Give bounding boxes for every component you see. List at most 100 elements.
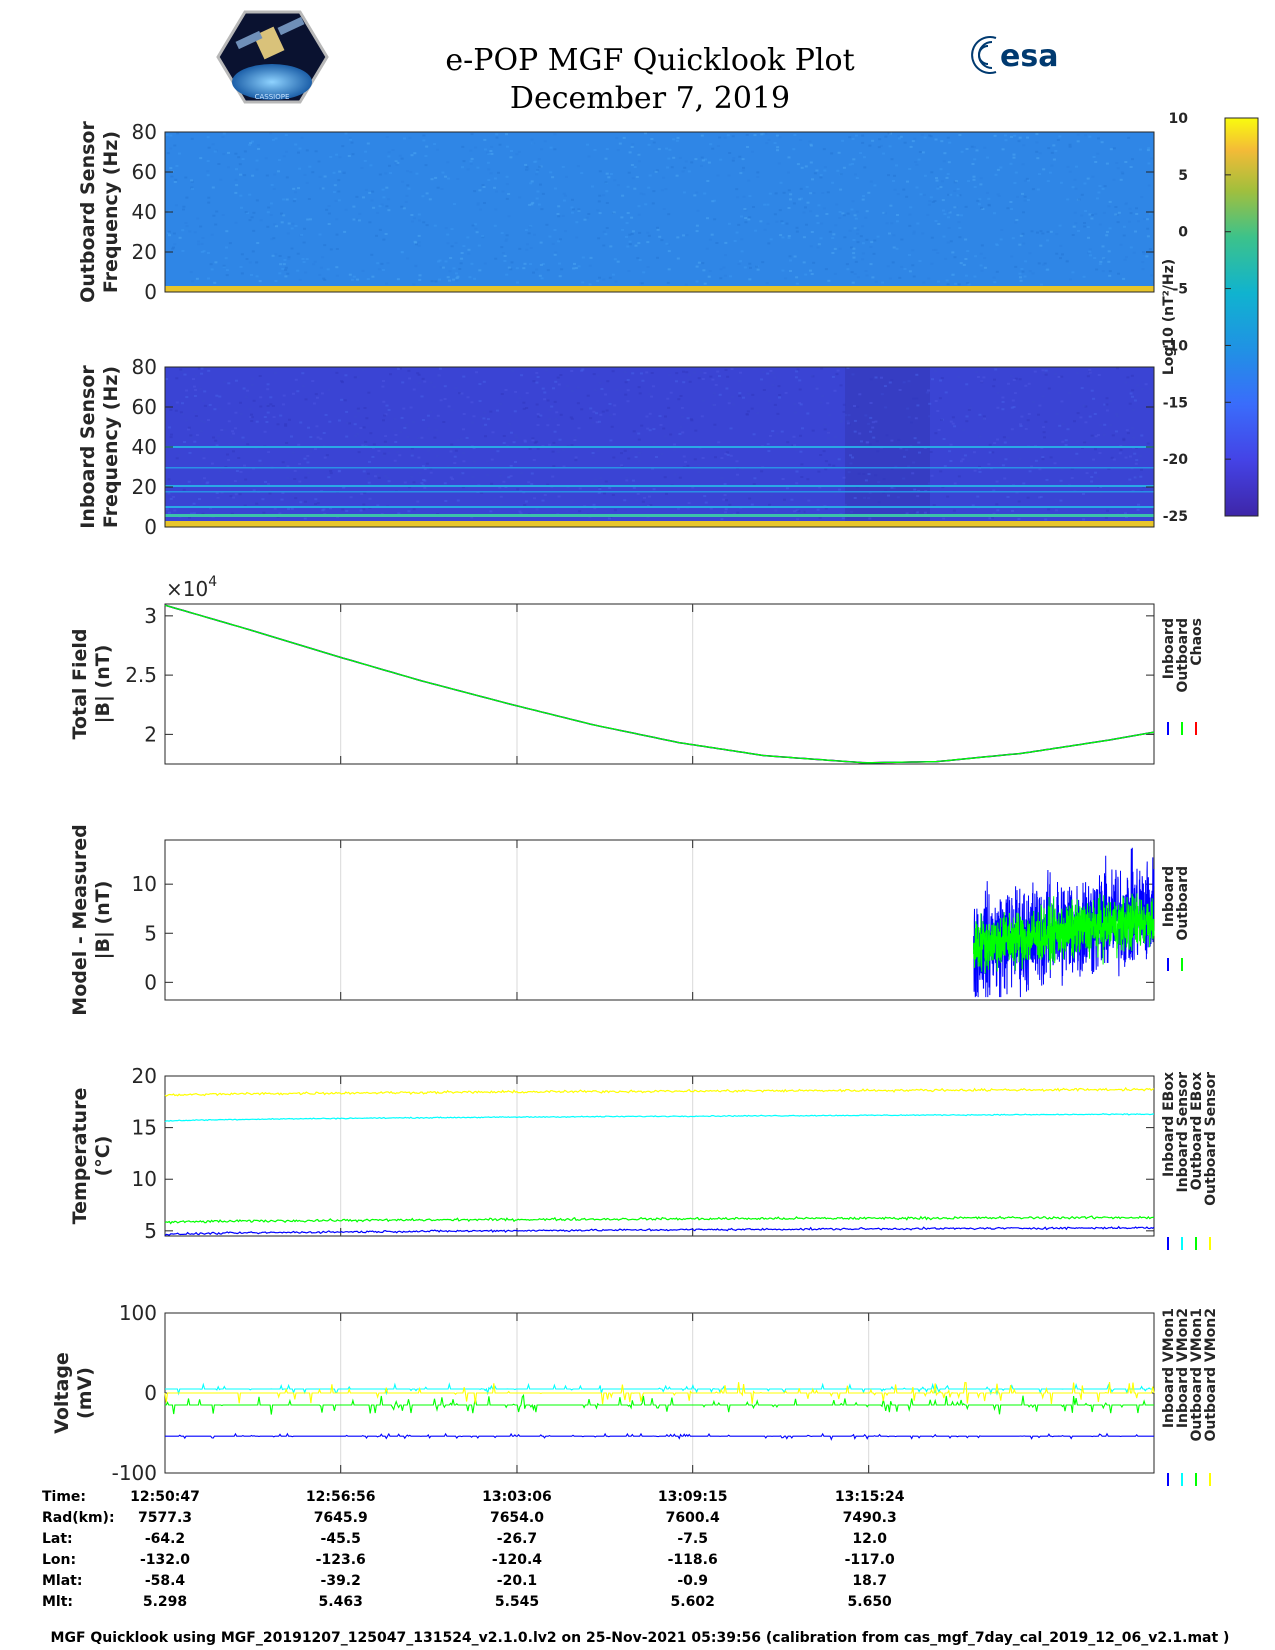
- outboard-spectrogram-ylabel-1: Outboard Sensor: [77, 121, 99, 303]
- outboard-low-frequency-band: [165, 286, 1154, 292]
- ephemeris-value: -39.2: [321, 1573, 361, 1589]
- inboard-spectrogram-ylabel-2: Frequency (Hz): [100, 366, 122, 528]
- ytick-label: 80: [132, 120, 157, 144]
- inboard-low-frequency-band: [165, 521, 1154, 527]
- ephemeris-value: -117.0: [845, 1552, 895, 1568]
- colorbar-gradient: [1225, 118, 1258, 516]
- ytick-label: 40: [132, 200, 157, 224]
- ephemeris-value: 18.7: [852, 1573, 887, 1589]
- ephemeris-value: 13:15:24: [835, 1489, 905, 1505]
- ephemeris-row-label: Rad(km):: [42, 1510, 115, 1526]
- voltage-ylabel-1: Voltage: [51, 1352, 73, 1434]
- legend-label: Outboard: [1175, 866, 1191, 941]
- ytick-label: 5: [144, 921, 157, 945]
- colorbar-label: Log10 (nT²/Hz): [1161, 259, 1177, 375]
- legend-label: Outboard Sensor: [1203, 1072, 1219, 1206]
- ephemeris-row-label: Time:: [42, 1489, 86, 1505]
- ephemeris-value: 5.298: [143, 1594, 187, 1610]
- ytick-label: 2: [144, 722, 157, 746]
- outboard-spectrogram-ylabel-2: Frequency (Hz): [100, 131, 122, 293]
- total-field-multiplier: ×104: [166, 574, 217, 601]
- ephemeris-value: -20.1: [497, 1573, 537, 1589]
- colorbar-tick-label: 10: [1169, 111, 1189, 127]
- model-measured-ylabel-1: Model - Measured: [69, 824, 91, 1015]
- ephemeris-row-label: Lon:: [42, 1552, 76, 1568]
- colorbar: 10 5 0 -5 -10 -15 -20 -25 Log10 (nT²/Hz): [1161, 111, 1258, 525]
- inboard-spectrogram-ylabel-1: Inboard Sensor: [77, 365, 99, 529]
- footer-caption: MGF Quicklook using MGF_20191207_125047_…: [51, 1630, 1230, 1646]
- ephemeris-row-label: Lat:: [42, 1531, 73, 1547]
- voltage-panel: 100 0 -100 Voltage (mV) Inboard VMon1Inboa…: [51, 1301, 1219, 1486]
- ytick-label: 0: [144, 515, 157, 539]
- ephemeris-value: 5.602: [671, 1594, 715, 1610]
- ytick-label: 20: [132, 475, 157, 499]
- ytick-label: 5: [144, 1219, 157, 1243]
- ephemeris-value: -58.4: [145, 1573, 186, 1589]
- ephemeris-row-label: Mlt:: [42, 1594, 73, 1610]
- outboard-spectrogram-bg: [165, 132, 1154, 292]
- temperature-ylabel-1: Temperature: [69, 1088, 91, 1225]
- ytick-label: 3: [144, 604, 157, 628]
- ephemeris-value: 7490.3: [843, 1510, 897, 1526]
- ytick-label: 60: [132, 395, 157, 419]
- ephemeris-table: Time: Rad(km): Lat: Lon: Mlat: Mlt: 12:50:47 75…: [42, 1489, 905, 1610]
- total-field-panel: 3 2.5 2 ×104 Total Field |B| (nT) InboardO…: [69, 574, 1205, 764]
- ytick-label: 100: [119, 1301, 157, 1325]
- ytick-label: 20: [132, 1064, 157, 1088]
- ytick-label: 80: [132, 355, 157, 379]
- ephemeris-value: 13:03:06: [482, 1489, 552, 1505]
- ephemeris-value: 7645.9: [314, 1510, 368, 1526]
- model-measured-legend: InboardOutboard: [1161, 866, 1191, 971]
- esa-logo: esa: [972, 37, 1058, 74]
- ephemeris-value: 7577.3: [138, 1510, 192, 1526]
- ytick-label: 15: [132, 1116, 157, 1140]
- ephemeris-value: -64.2: [145, 1531, 185, 1547]
- voltage-ylabel-2: (mV): [74, 1367, 96, 1419]
- ephemeris-value: 7600.4: [666, 1510, 720, 1526]
- ytick-label: 0: [144, 970, 157, 994]
- ephemeris-value: -118.6: [668, 1552, 718, 1568]
- ytick-label: 0: [144, 280, 157, 304]
- ytick-label: 2.5: [125, 663, 157, 687]
- ytick-label: 20: [132, 240, 157, 264]
- inboard-spectrogram-panel: 80 60 40 20 0 Inboard Sensor Frequency (Hz): [77, 355, 1154, 539]
- ephemeris-value: -26.7: [497, 1531, 537, 1547]
- colorbar-tick-label: 5: [1178, 168, 1188, 184]
- model-measured-ylabel-2: |B| (nT): [92, 881, 114, 960]
- total-field-ylabel-2: |B| (nT): [92, 645, 114, 724]
- outboard-spectrogram-panel: 80 60 40 20 0 Outboard Sensor Frequency (Hz): [77, 120, 1154, 304]
- legend-label: Outboard VMon2: [1203, 1308, 1219, 1442]
- page-date: December 7, 2019: [510, 81, 790, 116]
- page-title: e-POP MGF Quicklook Plot: [445, 43, 854, 78]
- esa-logo-text: esa: [1000, 39, 1058, 74]
- ephemeris-value: 7654.0: [490, 1510, 544, 1526]
- ephemeris-row-label: Mlat:: [42, 1573, 82, 1589]
- colorbar-tick-label: -20: [1163, 452, 1189, 468]
- ephemeris-value: 5.545: [495, 1594, 539, 1610]
- temperature-ylabel-2: (°C): [92, 1136, 114, 1177]
- ephemeris-value: -45.5: [321, 1531, 361, 1547]
- ephemeris-value: -123.6: [316, 1552, 366, 1568]
- cassiope-logo-text: CASSIOPE: [255, 93, 290, 101]
- ephemeris-value: 12:56:56: [306, 1489, 376, 1505]
- ytick-label: 10: [132, 1167, 157, 1191]
- ephemeris-value: 12:50:47: [130, 1489, 200, 1505]
- ephemeris-value: 5.463: [319, 1594, 363, 1610]
- ephemeris-value: -132.0: [140, 1552, 190, 1568]
- temperature-panel: 20 15 10 5 Temperature (°C) Inboard EBoxInb…: [69, 1064, 1219, 1250]
- ephemeris-value: -7.5: [677, 1531, 708, 1547]
- cassiope-logo: CASSIOPE: [218, 12, 327, 102]
- ephemeris-value: -0.9: [677, 1573, 708, 1589]
- colorbar-tick-label: 0: [1178, 225, 1188, 241]
- ytick-label: 40: [132, 435, 157, 459]
- ytick-label: -100: [112, 1461, 157, 1485]
- total-field-ylabel-1: Total Field: [69, 628, 91, 739]
- colorbar-tick-label: -25: [1163, 509, 1188, 525]
- ytick-label: 0: [144, 1381, 157, 1405]
- legend-label: Chaos: [1189, 618, 1205, 666]
- colorbar-tick-label: -15: [1163, 395, 1188, 411]
- model-measured-panel: 10 5 0 Model - Measured |B| (nT) InboardOu…: [69, 824, 1191, 1015]
